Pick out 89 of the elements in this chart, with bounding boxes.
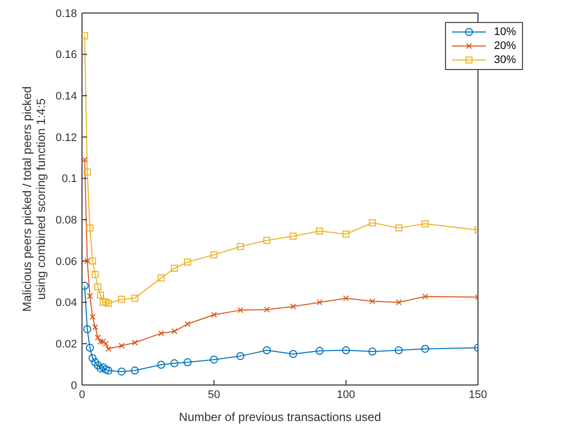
point (342, 295, 349, 302)
point (263, 236, 270, 244)
point (158, 330, 164, 336)
point (96, 364, 104, 372)
point (84, 258, 90, 264)
point (132, 340, 138, 346)
x-tick-label: 150 (468, 388, 488, 401)
y-tick-label: 0.18 (56, 8, 77, 20)
y-tick-label: 0.04 (56, 297, 77, 310)
x-axis-title: Number of previous transactions used (178, 410, 382, 424)
x-tick-label: 100 (336, 388, 356, 401)
point (82, 32, 88, 40)
point (422, 220, 429, 228)
point (92, 270, 99, 278)
y-tick-label: 0 (70, 380, 77, 392)
point (236, 243, 244, 250)
point (369, 298, 376, 304)
point (83, 325, 92, 334)
point (421, 344, 430, 353)
point (90, 314, 96, 320)
point (237, 307, 244, 314)
point (210, 312, 217, 318)
point (102, 366, 110, 374)
legend-label: 20% (494, 40, 516, 52)
point (236, 352, 244, 360)
point (316, 228, 324, 235)
point (89, 258, 96, 264)
point (290, 232, 297, 240)
y-axis-title: Malicious peers picked / total peers picked using combined scoring function 1:4:5 (20, 86, 48, 312)
point (262, 346, 271, 354)
point (94, 361, 102, 370)
y-tick-label: 0.02 (56, 338, 77, 351)
point (100, 298, 107, 306)
point (92, 324, 98, 330)
point (99, 363, 108, 372)
point (105, 346, 112, 352)
point (184, 358, 192, 366)
y-tick-label: 0.16 (56, 49, 77, 62)
point (394, 346, 403, 354)
point (184, 321, 191, 328)
point (170, 264, 178, 272)
y-tick-label: 0.08 (56, 214, 77, 227)
point (84, 168, 91, 176)
x-tick-label: 0 (78, 388, 86, 401)
point (104, 366, 112, 375)
point (118, 296, 126, 303)
point (130, 366, 139, 375)
point (157, 360, 166, 369)
point (86, 344, 94, 352)
point (289, 350, 298, 358)
point (210, 251, 218, 258)
point (118, 342, 125, 349)
y-tick-label: 0.1 (62, 173, 77, 186)
point (342, 230, 350, 238)
point (290, 303, 296, 310)
y-tick-label: 0.14 (56, 90, 77, 103)
point (395, 224, 402, 232)
legend-label: 10% (494, 26, 516, 38)
point (104, 300, 112, 307)
point (158, 274, 165, 282)
point (91, 358, 100, 366)
point (316, 346, 324, 355)
y-tick-label: 0.12 (56, 132, 77, 144)
x-tick-label: 50 (208, 388, 220, 401)
point (368, 219, 376, 226)
point (316, 299, 323, 306)
point (100, 338, 106, 345)
point (82, 156, 88, 163)
point (368, 348, 376, 356)
point (171, 328, 178, 334)
point (82, 282, 89, 290)
point (86, 224, 94, 232)
point (170, 359, 178, 368)
point (88, 354, 97, 362)
point (118, 368, 126, 376)
y-tick-label: 0.06 (56, 256, 77, 268)
point (86, 293, 93, 300)
point (210, 356, 218, 364)
point (264, 306, 270, 313)
point (422, 294, 428, 300)
point (96, 292, 104, 299)
point (396, 299, 402, 306)
legend-label: 30% (494, 54, 516, 66)
point (184, 258, 192, 266)
point (94, 283, 102, 290)
point (94, 334, 101, 340)
point (342, 346, 350, 354)
point (102, 298, 110, 306)
point (131, 294, 138, 302)
